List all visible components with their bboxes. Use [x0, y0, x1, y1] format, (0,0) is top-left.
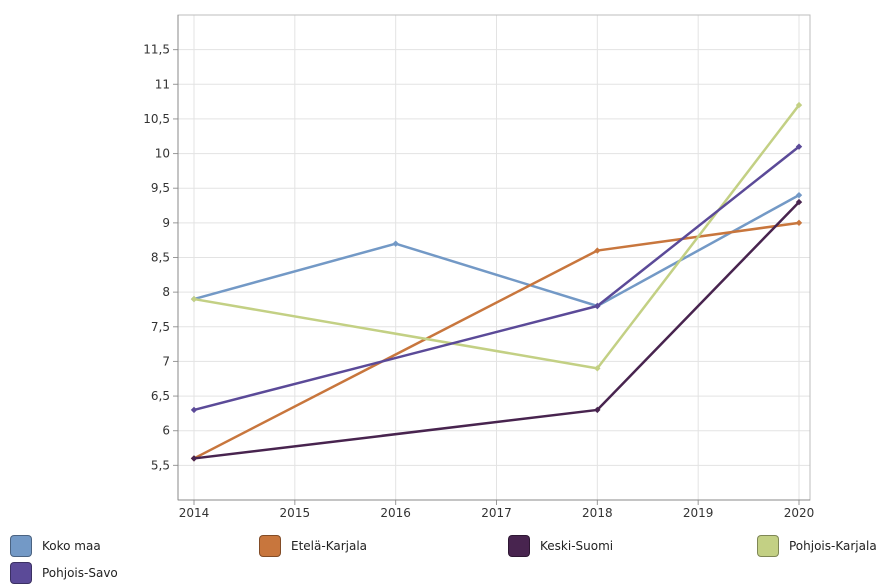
- legend-swatch: [757, 535, 779, 557]
- y-tick-label: 11: [155, 77, 170, 91]
- grid: [178, 15, 810, 500]
- x-tick-label: 2014: [179, 506, 210, 520]
- x-tick-label: 2020: [784, 506, 815, 520]
- x-tick-label: 2019: [683, 506, 714, 520]
- y-tick-label: 9,5: [151, 181, 170, 195]
- x-tick-label: 2017: [481, 506, 512, 520]
- y-tick-label: 8,5: [151, 251, 170, 265]
- y-tick-label: 9: [162, 216, 170, 230]
- y-tick-label: 10,5: [143, 112, 170, 126]
- y-tick-label: 7,5: [151, 320, 170, 334]
- y-tick-label: 10: [155, 147, 170, 161]
- legend-label: Etelä-Karjala: [291, 539, 367, 553]
- y-tick-label: 5,5: [151, 458, 170, 472]
- legend-swatch: [10, 535, 32, 557]
- legend-item-etela-karjala[interactable]: Etelä-Karjala: [259, 534, 367, 558]
- y-tick-label: 8: [162, 285, 170, 299]
- legend-label: Pohjois-Savo: [42, 566, 118, 580]
- data-point-etela-karjala[interactable]: [796, 220, 802, 226]
- legend-item-pohjois-savo[interactable]: Pohjois-Savo: [10, 561, 118, 585]
- legend-label: Keski-Suomi: [540, 539, 613, 553]
- legend-item-pohjois-karjala[interactable]: Pohjois-Karjala: [757, 534, 877, 558]
- line-chart: 5,5 6 6,5 7 7,5 8 8,5 9 9,5 10 10,5 11 11,5 2014 2015 2…: [0, 0, 888, 530]
- y-tick-label: 6: [162, 424, 170, 438]
- x-tick-label: 2016: [380, 506, 411, 520]
- x-tick-label: 2018: [582, 506, 613, 520]
- data-point-pohjois-savo[interactable]: [191, 407, 197, 413]
- legend-item-keski-suomi[interactable]: Keski-Suomi: [508, 534, 613, 558]
- legend-swatch: [508, 535, 530, 557]
- data-point-pohjois-karjala[interactable]: [191, 296, 197, 302]
- legend: Koko maa Etelä-Karjala Keski-Suomi Pohjo…: [0, 530, 888, 587]
- y-tick-label: 7: [162, 354, 170, 368]
- legend-label: Pohjois-Karjala: [789, 539, 877, 553]
- legend-swatch: [259, 535, 281, 557]
- legend-label: Koko maa: [42, 539, 101, 553]
- x-tick-label: 2015: [280, 506, 311, 520]
- axes: [173, 15, 810, 505]
- y-tick-label: 11,5: [143, 43, 170, 57]
- data-point-koko-maa[interactable]: [392, 240, 398, 246]
- tick-labels: 5,5 6 6,5 7 7,5 8 8,5 9 9,5 10 10,5 11 11,5 2014 2015 2…: [143, 43, 814, 520]
- y-tick-label: 6,5: [151, 389, 170, 403]
- legend-swatch: [10, 562, 32, 584]
- legend-item-koko-maa[interactable]: Koko maa: [10, 534, 101, 558]
